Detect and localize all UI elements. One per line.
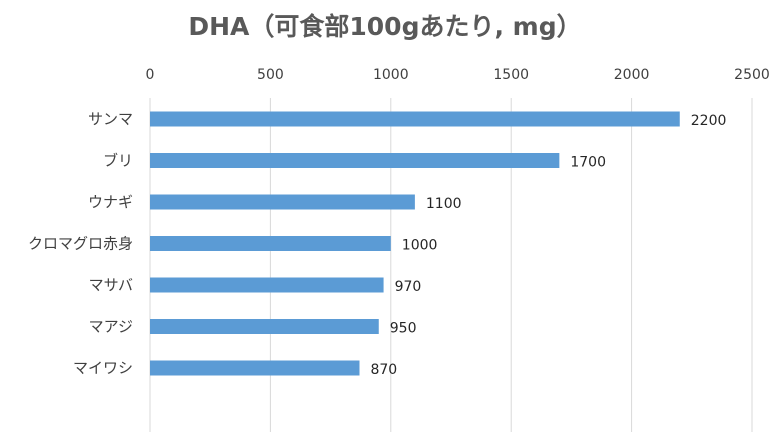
category-label: ウナギ [88,193,133,211]
bar [150,360,360,376]
data-label: 950 [390,321,417,337]
data-label: 2200 [691,113,727,129]
x-axis-tick-labels: 0 500 1000 1500 2000 2500 [146,67,770,83]
category-label: ブリ [103,152,133,170]
category-label: マイワシ [73,359,133,377]
bar [150,153,560,168]
category-label: マアジ [89,318,133,336]
x-tick-label: 2500 [734,67,770,83]
category-label: サンマ [88,110,133,128]
bar [150,111,680,127]
bar [150,236,391,251]
bar [150,319,379,334]
bar [150,277,384,293]
x-tick-label: 1000 [373,67,409,83]
bars [150,111,680,376]
x-tick-label: 1500 [493,67,529,83]
x-tick-label: 0 [146,67,155,83]
data-labels: 2200 1700 1100 1000 970 950 870 [370,113,726,378]
data-label: 1100 [426,196,462,212]
chart-title: DHA（可食部100gあたり, mg） [188,12,581,41]
data-label: 1700 [570,155,606,171]
data-label: 1000 [402,238,438,254]
x-tick-label: 500 [257,67,284,83]
category-label: クロマグロ赤身 [28,235,133,253]
bar [150,194,415,210]
grid-lines [149,98,753,432]
data-label: 870 [370,362,397,378]
data-label: 970 [395,279,422,295]
category-label: マサバ [89,276,133,294]
x-tick-label: 2000 [614,67,650,83]
